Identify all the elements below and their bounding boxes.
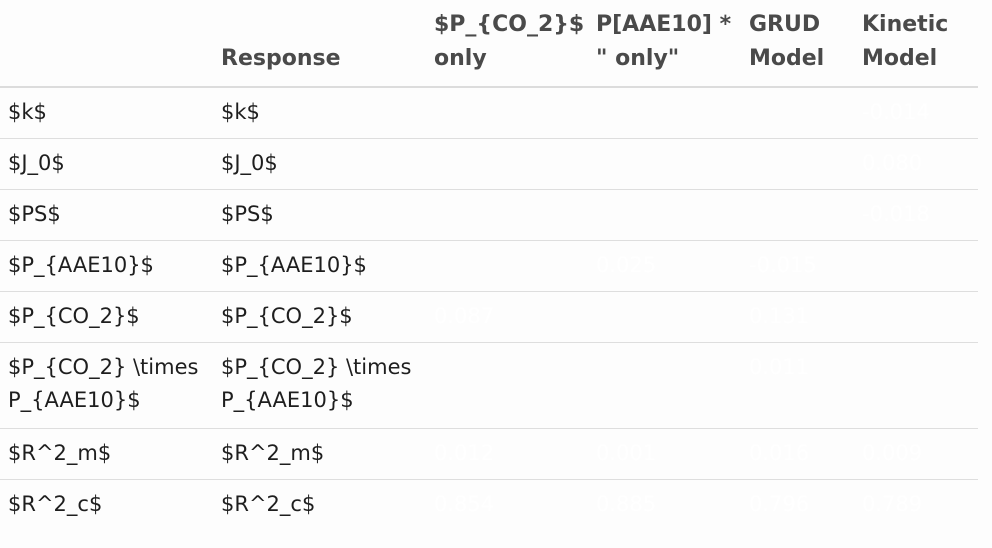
pco2-only-cell <box>426 87 588 139</box>
table-row: $J_0$ $J_0$ 0.080 <box>0 138 978 190</box>
table-row: $PS$ $PS$ -0.018 <box>0 189 978 241</box>
paae10-only-cell <box>588 138 741 190</box>
paae10-only-cell: 0.885 <box>596 491 657 516</box>
table-row: $P_{AAE10}$ $P_{AAE10}$ 0.025 -0.015 <box>0 240 978 292</box>
paae10-only-cell <box>588 291 741 343</box>
grud-model-cell: 0.016 <box>741 428 854 480</box>
kinetic-model-cell: 0.789 <box>862 491 923 516</box>
pco2-only-cell <box>426 342 588 429</box>
header-row: Response $P_{CO_2}$ only P[AAE10] * " on… <box>0 0 978 88</box>
grud-model-cell: 0.796 <box>749 491 810 516</box>
header-blank <box>0 0 213 88</box>
kinetic-model-cell <box>854 342 978 429</box>
table-row: $R^2_c$ $R^2_c$ 0.854 0.885 0.796 0.789 <box>0 479 978 530</box>
grud-model-cell <box>741 189 854 241</box>
response-cell: $P_{AAE10}$ <box>213 240 426 292</box>
response-cell: $k$ <box>213 87 426 139</box>
row-label: $P_{AAE10}$ <box>0 240 213 292</box>
kinetic-model-cell <box>854 240 978 292</box>
pco2-only-cell <box>426 240 588 292</box>
grud-model-cell <box>741 138 854 190</box>
header-pco2-only: $P_{CO_2}$ only <box>426 0 588 88</box>
table-row: $P_{CO_2}$ $P_{CO_2}$ 0.087 0.131 <box>0 291 978 343</box>
response-cell: $P_{CO_2}$ <box>213 291 426 343</box>
header-response: Response <box>213 0 426 88</box>
pco2-only-cell: 0.012 <box>426 428 588 480</box>
kinetic-model-cell: -0.018 <box>854 189 978 241</box>
grud-model-cell: 0.131 <box>741 291 854 343</box>
pco2-only-cell <box>426 138 588 190</box>
row-label: $R^2_m$ <box>0 428 213 480</box>
paae10-only-cell <box>588 342 741 429</box>
paae10-only-cell: 0.001 <box>588 428 741 480</box>
header-grud-model: GRUD Model <box>741 0 854 88</box>
row-label: $J_0$ <box>0 138 213 190</box>
pco2-only-cell: 0.854 <box>434 491 495 516</box>
paae10-only-cell <box>588 87 741 139</box>
kinetic-model-cell: 0.009 <box>854 428 978 480</box>
kinetic-model-cell: 0.080 <box>854 138 978 190</box>
results-table: Response $P_{CO_2}$ only P[AAE10] * " on… <box>0 0 978 530</box>
response-cell: $PS$ <box>213 189 426 241</box>
paae10-only-cell <box>588 189 741 241</box>
table-row: $R^2_m$ $R^2_m$ 0.012 0.001 0.016 0.009 <box>0 428 978 480</box>
response-cell: $R^2_m$ <box>213 428 426 480</box>
row-label: $P_{CO_2}$ <box>0 291 213 343</box>
grud-model-cell: 0.011 <box>741 342 854 429</box>
header-kinetic-model: Kinetic Model <box>854 0 978 88</box>
pco2-only-cell <box>426 189 588 241</box>
row-label: $P_{CO_2} \times P_{AAE10}$ <box>0 342 213 429</box>
row-label: $PS$ <box>0 189 213 241</box>
table-row: $P_{CO_2} \times P_{AAE10}$ $P_{CO_2} \t… <box>0 342 978 429</box>
paae10-only-cell: 0.025 <box>588 240 741 292</box>
table-body: $k$ $k$ -0.014 $J_0$ $J_0$ 0.080 $PS$ $P… <box>0 87 978 530</box>
table-row: $k$ $k$ -0.014 <box>0 87 978 139</box>
response-cell: $R^2_c$ <box>221 491 316 516</box>
table-header: Response $P_{CO_2}$ only P[AAE10] * " on… <box>0 0 978 88</box>
response-cell: $J_0$ <box>213 138 426 190</box>
row-label: $R^2_c$ <box>8 491 103 516</box>
response-cell: $P_{CO_2} \times P_{AAE10}$ <box>213 342 426 429</box>
pco2-only-cell: 0.087 <box>426 291 588 343</box>
kinetic-model-cell: -0.014 <box>854 87 978 139</box>
kinetic-model-cell <box>854 291 978 343</box>
grud-model-cell: -0.015 <box>741 240 854 292</box>
header-paae10-only: P[AAE10] * " only" <box>588 0 741 88</box>
grud-model-cell <box>741 87 854 139</box>
row-label: $k$ <box>0 87 213 139</box>
